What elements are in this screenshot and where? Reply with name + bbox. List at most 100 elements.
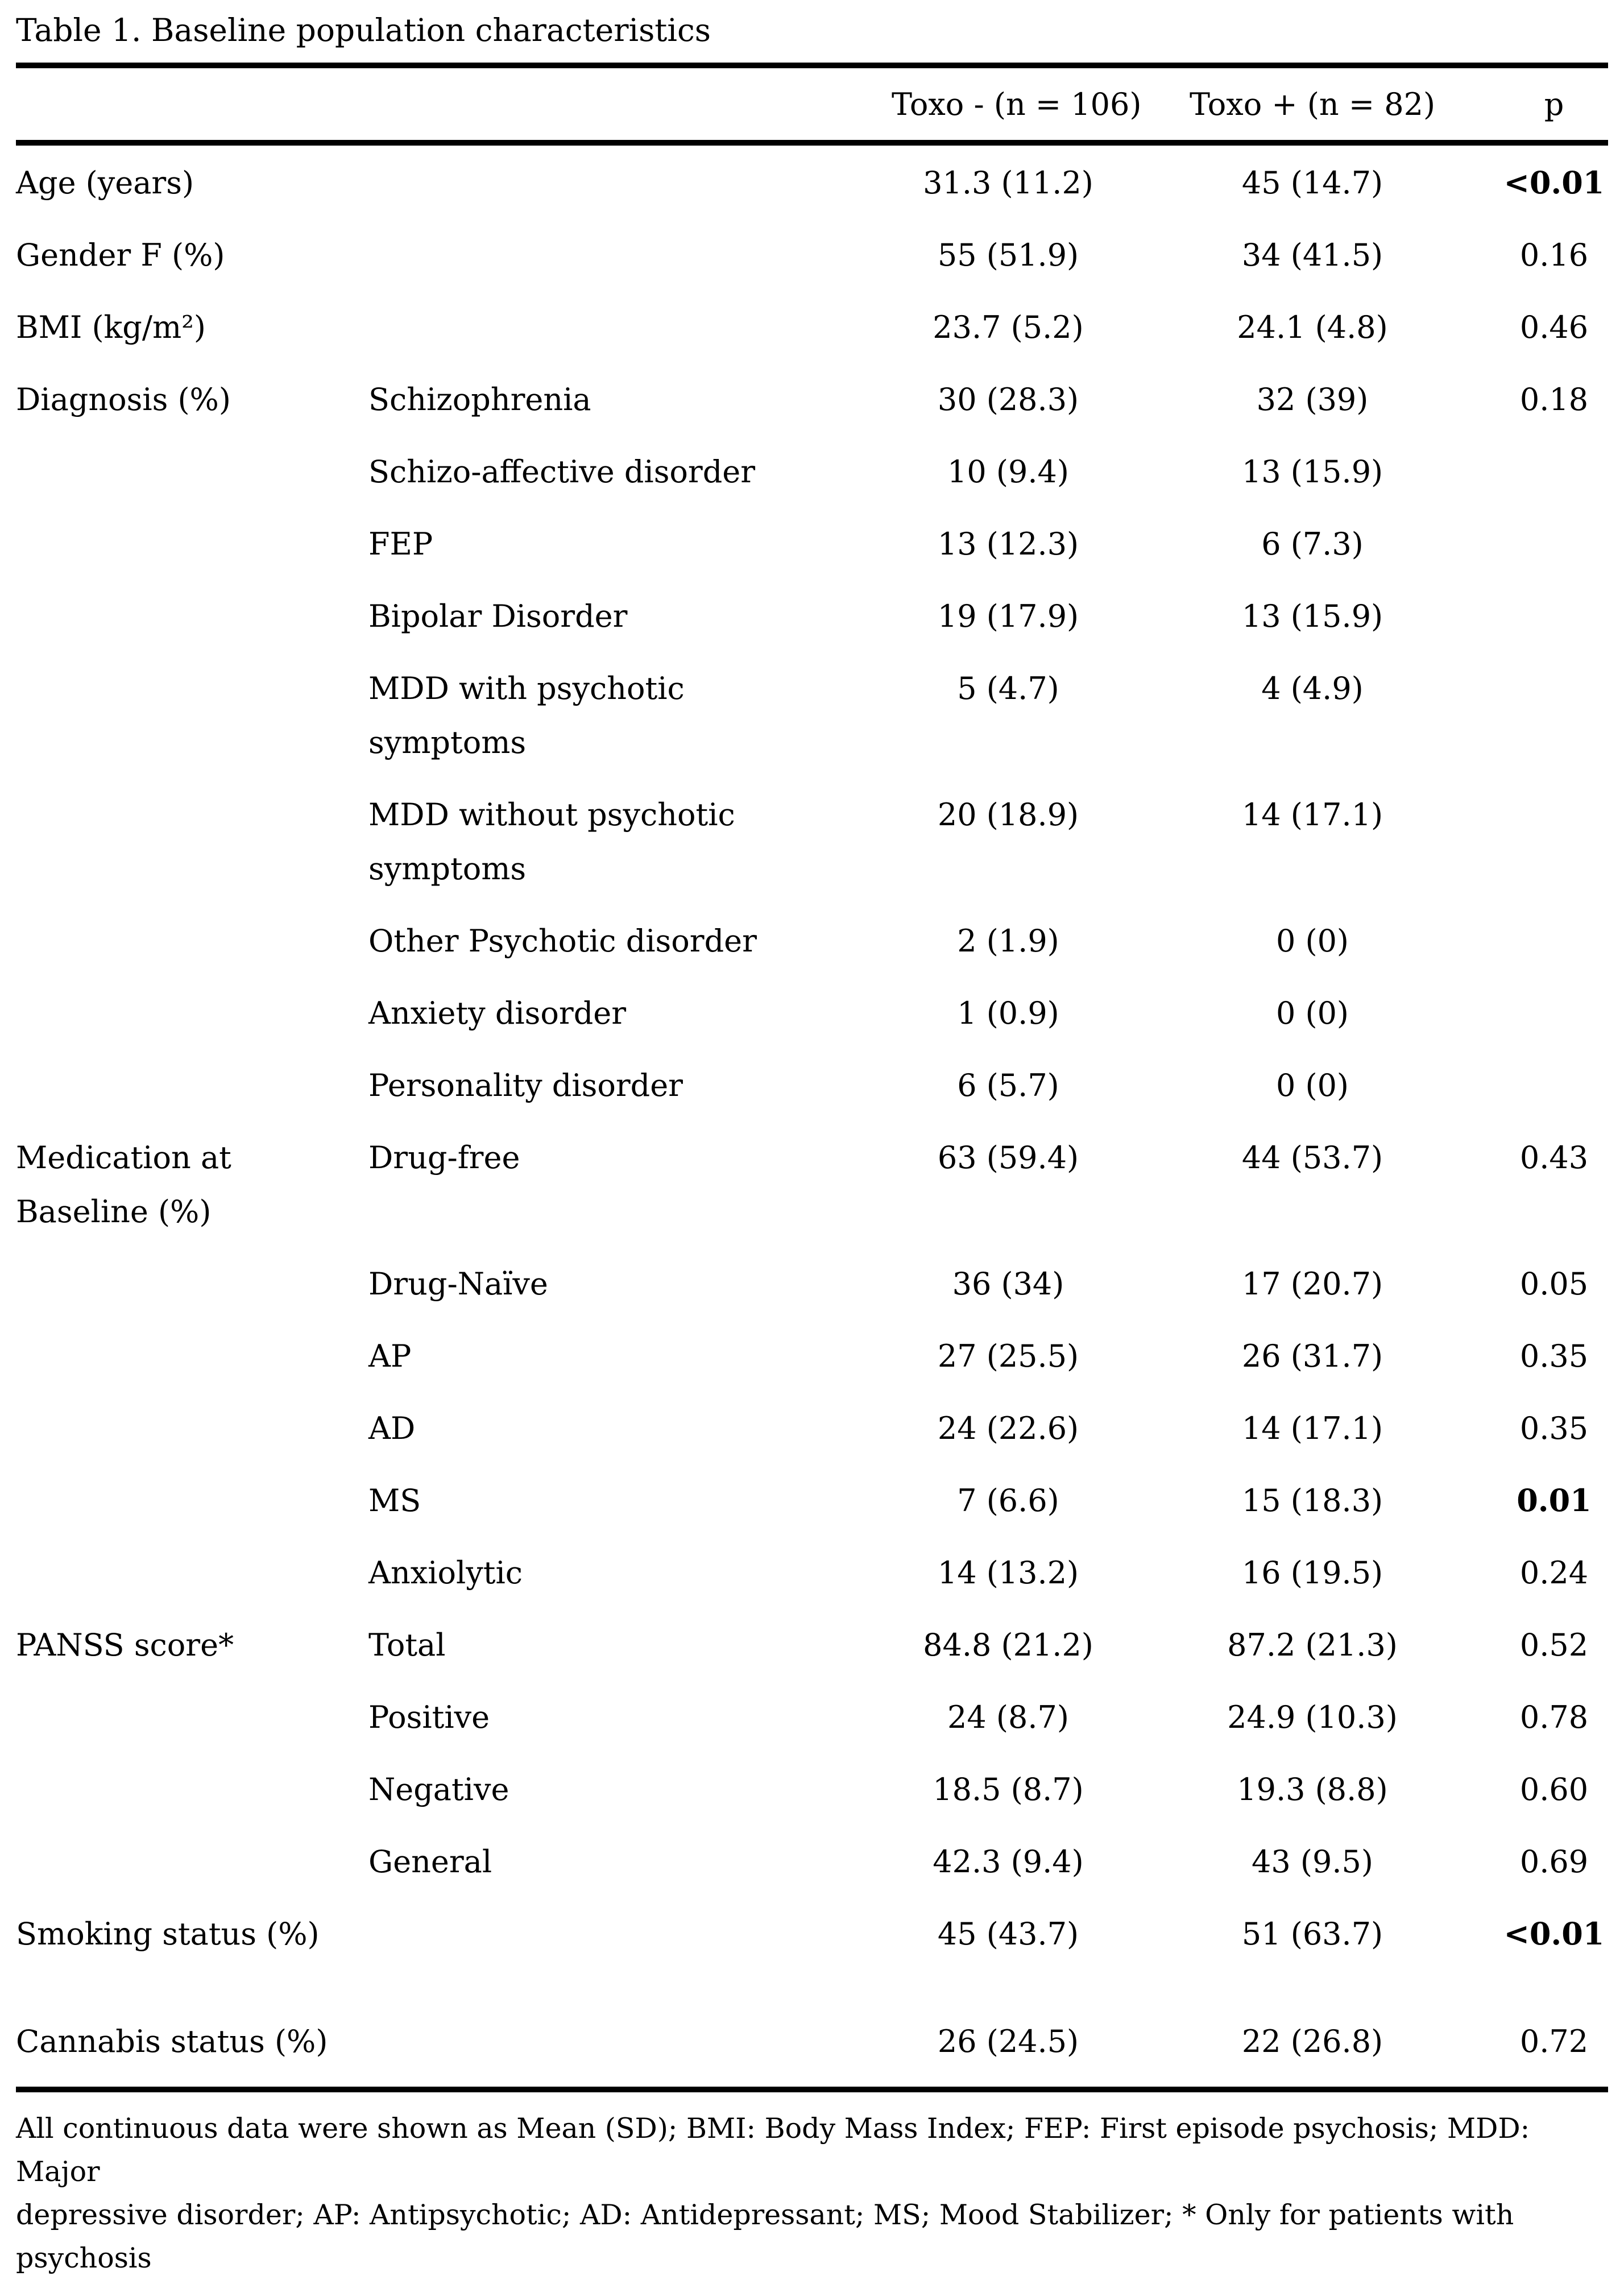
row-item-label: Anxiolytic [368,1555,523,1591]
p-value: 0.43 [1519,1140,1589,1176]
row-item-label: Schizo-affective disorder [368,454,756,490]
toxo-negative-value: 30 (28.3) [937,382,1079,417]
row-item-cell: General [368,1835,892,1889]
p-value: 0.46 [1519,309,1589,345]
table-row: Smoking status (%) 45 (43.7) 51 (63.7) <… [16,1907,1608,1961]
toxo-negative-value: 20 (18.9) [937,797,1079,833]
toxo-negative-value: 55 (51.9) [937,237,1079,273]
table-row: Other Psychotic disorder 2 (1.9) 0 (0) [16,914,1608,968]
table-row: AD 24 (22.6) 14 (17.1) 0.35 [16,1401,1608,1455]
toxo-negative-value: 24 (8.7) [947,1699,1069,1735]
table-row: Bipolar Disorder 19 (17.9) 13 (15.9) [16,589,1608,643]
row-group-cell: Age (years) [16,156,368,210]
table-footnote: All continuous data were shown as Mean (… [16,2107,1608,2280]
header-spacer-group [16,84,368,125]
row-item-cell: Total [368,1618,892,1672]
row-item-label: Positive [368,1699,490,1735]
toxo-positive-value: 19.3 (8.8) [1237,1772,1388,1807]
row-item-cell: Schizophrenia [368,373,892,427]
row-group-label: Diagnosis (%) [16,382,231,417]
header-rule [16,140,1608,146]
row-item-cell: Negative [368,1762,892,1816]
row-item-cell: Positive [368,1690,892,1744]
row-item-cell: MS [368,1474,892,1528]
p-value: 0.35 [1519,1338,1589,1374]
table-body: Age (years) 31.3 (11.2) 45 (14.7) <0.01 … [16,146,1608,2068]
row-item-cell: AD [368,1401,892,1455]
p-value: 0.69 [1519,1844,1589,1880]
row-group-label: PANSS score* [16,1627,234,1663]
row-item-label: Anxiety disorder [368,995,627,1031]
table-row: Anxiolytic 14 (13.2) 16 (19.5) 0.24 [16,1546,1608,1600]
table-row: Cannabis status (%) 26 (24.5) 22 (26.8) … [16,2014,1608,2068]
p-value: 0.01 [1517,1482,1592,1518]
row-group-cell: BMI (kg/m²) [16,300,368,354]
table-row: Diagnosis (%) Schizophrenia 30 (28.3) 32… [16,373,1608,427]
table-row: AP 27 (25.5) 26 (31.7) 0.35 [16,1329,1608,1383]
toxo-negative-value: 6 (5.7) [957,1067,1059,1103]
table-row: Drug-Naïve 36 (34) 17 (20.7) 0.05 [16,1257,1608,1311]
toxo-positive-value: 43 (9.5) [1252,1844,1373,1880]
column-header-toxo-positive: Toxo + (n = 82) [1189,86,1436,122]
row-item-cell: MDD without psychotic symptoms [368,788,892,896]
row-item-label: Negative [368,1772,509,1807]
table-row: Age (years) 31.3 (11.2) 45 (14.7) <0.01 [16,156,1608,210]
table-row: Anxiety disorder 1 (0.9) 0 (0) [16,986,1608,1040]
row-item-label: General [368,1844,492,1880]
column-header-toxo-negative: Toxo - (n = 106) [892,86,1142,122]
row-group-label: Age (years) [16,165,194,201]
toxo-negative-value: 45 (43.7) [937,1916,1079,1952]
row-group-cell: Medication at Baseline (%) [16,1131,368,1239]
toxo-positive-value: 14 (17.1) [1241,1410,1383,1446]
toxo-negative-value: 26 (24.5) [937,2024,1079,2059]
row-item-label: MDD with psychotic symptoms [368,671,685,760]
row-item-cell: MDD with psychotic symptoms [368,661,892,769]
row-item-label: Bipolar Disorder [368,598,628,634]
table-title: Table 1. Baseline population characteris… [16,12,711,48]
row-item-label: Drug-Naïve [368,1266,548,1302]
row-group-label: Cannabis status (%) [16,2024,328,2059]
toxo-positive-value: 16 (19.5) [1241,1555,1383,1591]
row-item-cell: Other Psychotic disorder [368,914,892,968]
row-group-label: Gender F (%) [16,237,225,273]
row-item-cell: Bipolar Disorder [368,589,892,643]
p-value: 0.24 [1519,1555,1589,1591]
table-header-row: Toxo - (n = 106) Toxo + (n = 82) p [16,68,1608,140]
table-row: MS 7 (6.6) 15 (18.3) 0.01 [16,1474,1608,1528]
toxo-positive-value: 24.9 (10.3) [1227,1699,1398,1735]
toxo-negative-value: 84.8 (21.2) [923,1627,1093,1663]
toxo-negative-value: 13 (12.3) [937,526,1079,562]
toxo-positive-value: 51 (63.7) [1241,1916,1383,1952]
table-row: Medication at Baseline (%) Drug-free 63 … [16,1131,1608,1239]
table-row: PANSS score* Total 84.8 (21.2) 87.2 (21.… [16,1618,1608,1672]
toxo-negative-value: 63 (59.4) [937,1140,1079,1176]
row-item-label: FEP [368,526,433,562]
toxo-negative-value: 2 (1.9) [957,923,1059,959]
row-item-cell: FEP [368,517,892,571]
row-item-label: AD [368,1410,416,1446]
row-item-cell: Anxiety disorder [368,986,892,1040]
table-row: Gender F (%) 55 (51.9) 34 (41.5) 0.16 [16,228,1608,282]
toxo-positive-value: 13 (15.9) [1241,598,1383,634]
row-group-cell: Diagnosis (%) [16,373,368,427]
row-item-cell: Anxiolytic [368,1546,892,1600]
table-row: MDD without psychotic symptoms 20 (18.9)… [16,788,1608,896]
footnote-line: All continuous data were shown as Mean (… [16,2112,1530,2188]
row-item-cell: Drug-free [368,1131,892,1185]
toxo-positive-value: 44 (53.7) [1241,1140,1383,1176]
row-item-cell: Drug-Naïve [368,1257,892,1311]
toxo-positive-value: 14 (17.1) [1241,797,1383,833]
p-value: 0.05 [1519,1266,1589,1302]
row-group-cell: PANSS score* [16,1618,368,1672]
p-value: 0.18 [1519,382,1589,417]
toxo-negative-value: 1 (0.9) [957,995,1059,1031]
toxo-positive-value: 87.2 (21.3) [1227,1627,1398,1663]
toxo-negative-value: 42.3 (9.4) [933,1844,1084,1880]
footnote-line: depressive disorder; AP: Antipsychotic; … [16,2199,1514,2231]
toxo-positive-value: 15 (18.3) [1241,1483,1383,1518]
toxo-positive-value: 0 (0) [1275,923,1349,959]
table-row: Positive 24 (8.7) 24.9 (10.3) 0.78 [16,1690,1608,1744]
bottom-rule [16,2087,1608,2092]
row-group-cell: Smoking status (%) [16,1907,368,1961]
